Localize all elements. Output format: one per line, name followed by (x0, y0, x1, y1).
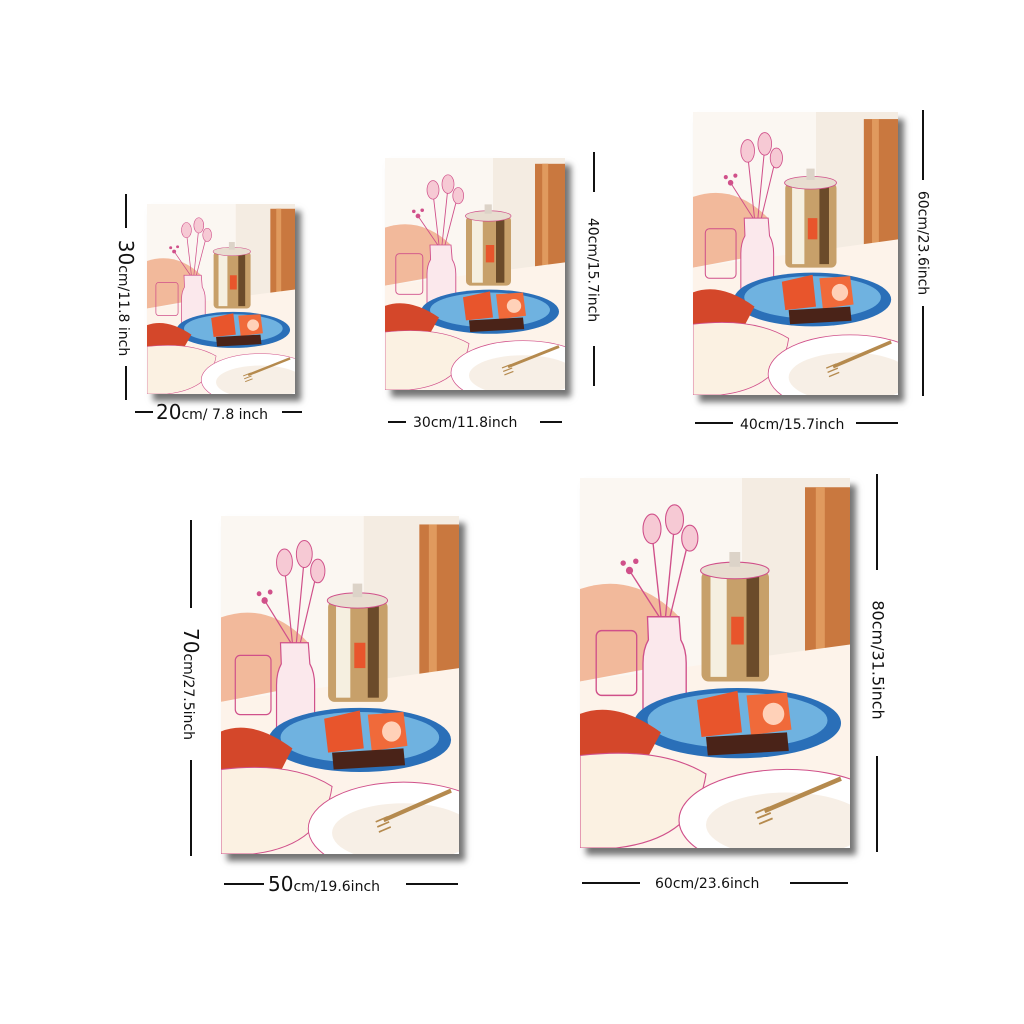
height-label-40x60: 60cm/23.6inch (914, 190, 931, 296)
height-line-20x30-top (125, 194, 127, 228)
width-line-60x80-right (790, 882, 848, 884)
height-line-30x40-top (593, 152, 595, 192)
height-line-40x60-top (922, 110, 924, 180)
print-30x40 (385, 158, 565, 390)
artwork-image (580, 478, 850, 848)
print-50x70 (221, 516, 459, 854)
height-line-60x80-bottom (876, 756, 878, 852)
height-line-20x30-bottom (125, 366, 127, 400)
height-line-40x60-bottom (922, 306, 924, 396)
height-label-60x80: 80cm/31.5inch (868, 600, 888, 720)
width-line-30x40-right (540, 421, 562, 423)
width-label-60x80: 60cm/23.6inch (655, 876, 760, 892)
artwork-image (221, 516, 459, 854)
artwork-image (385, 158, 565, 390)
height-label-20x30: 30cm/11.8 inch (114, 239, 138, 357)
print-60x80 (580, 478, 850, 848)
width-line-60x80-left (582, 882, 640, 884)
width-line-50x70-left (224, 883, 264, 885)
height-line-60x80-top (876, 474, 878, 570)
width-label-30x40: 30cm/11.8inch (413, 415, 518, 431)
width-line-20x30-left (135, 411, 153, 413)
height-label-50x70: 70cm/27.5inch (179, 627, 203, 741)
print-40x60 (693, 112, 898, 395)
artwork-image (693, 112, 898, 395)
width-line-30x40-left (388, 421, 406, 423)
width-line-50x70-right (406, 883, 458, 885)
width-line-40x60-left (695, 422, 733, 424)
height-line-50x70-bottom (190, 760, 192, 856)
height-line-50x70-top (190, 520, 192, 608)
artwork-image (147, 204, 295, 394)
width-label-40x60: 40cm/15.7inch (740, 417, 845, 433)
height-line-30x40-bottom (593, 346, 595, 386)
width-label-20x30: 20cm/ 7.8 inch (156, 400, 269, 424)
width-line-20x30-right (282, 411, 302, 413)
print-20x30 (147, 204, 295, 394)
width-line-40x60-right (856, 422, 898, 424)
height-label-30x40: 40cm/15.7inch (584, 217, 601, 323)
width-label-50x70: 50cm/19.6inch (268, 872, 381, 896)
